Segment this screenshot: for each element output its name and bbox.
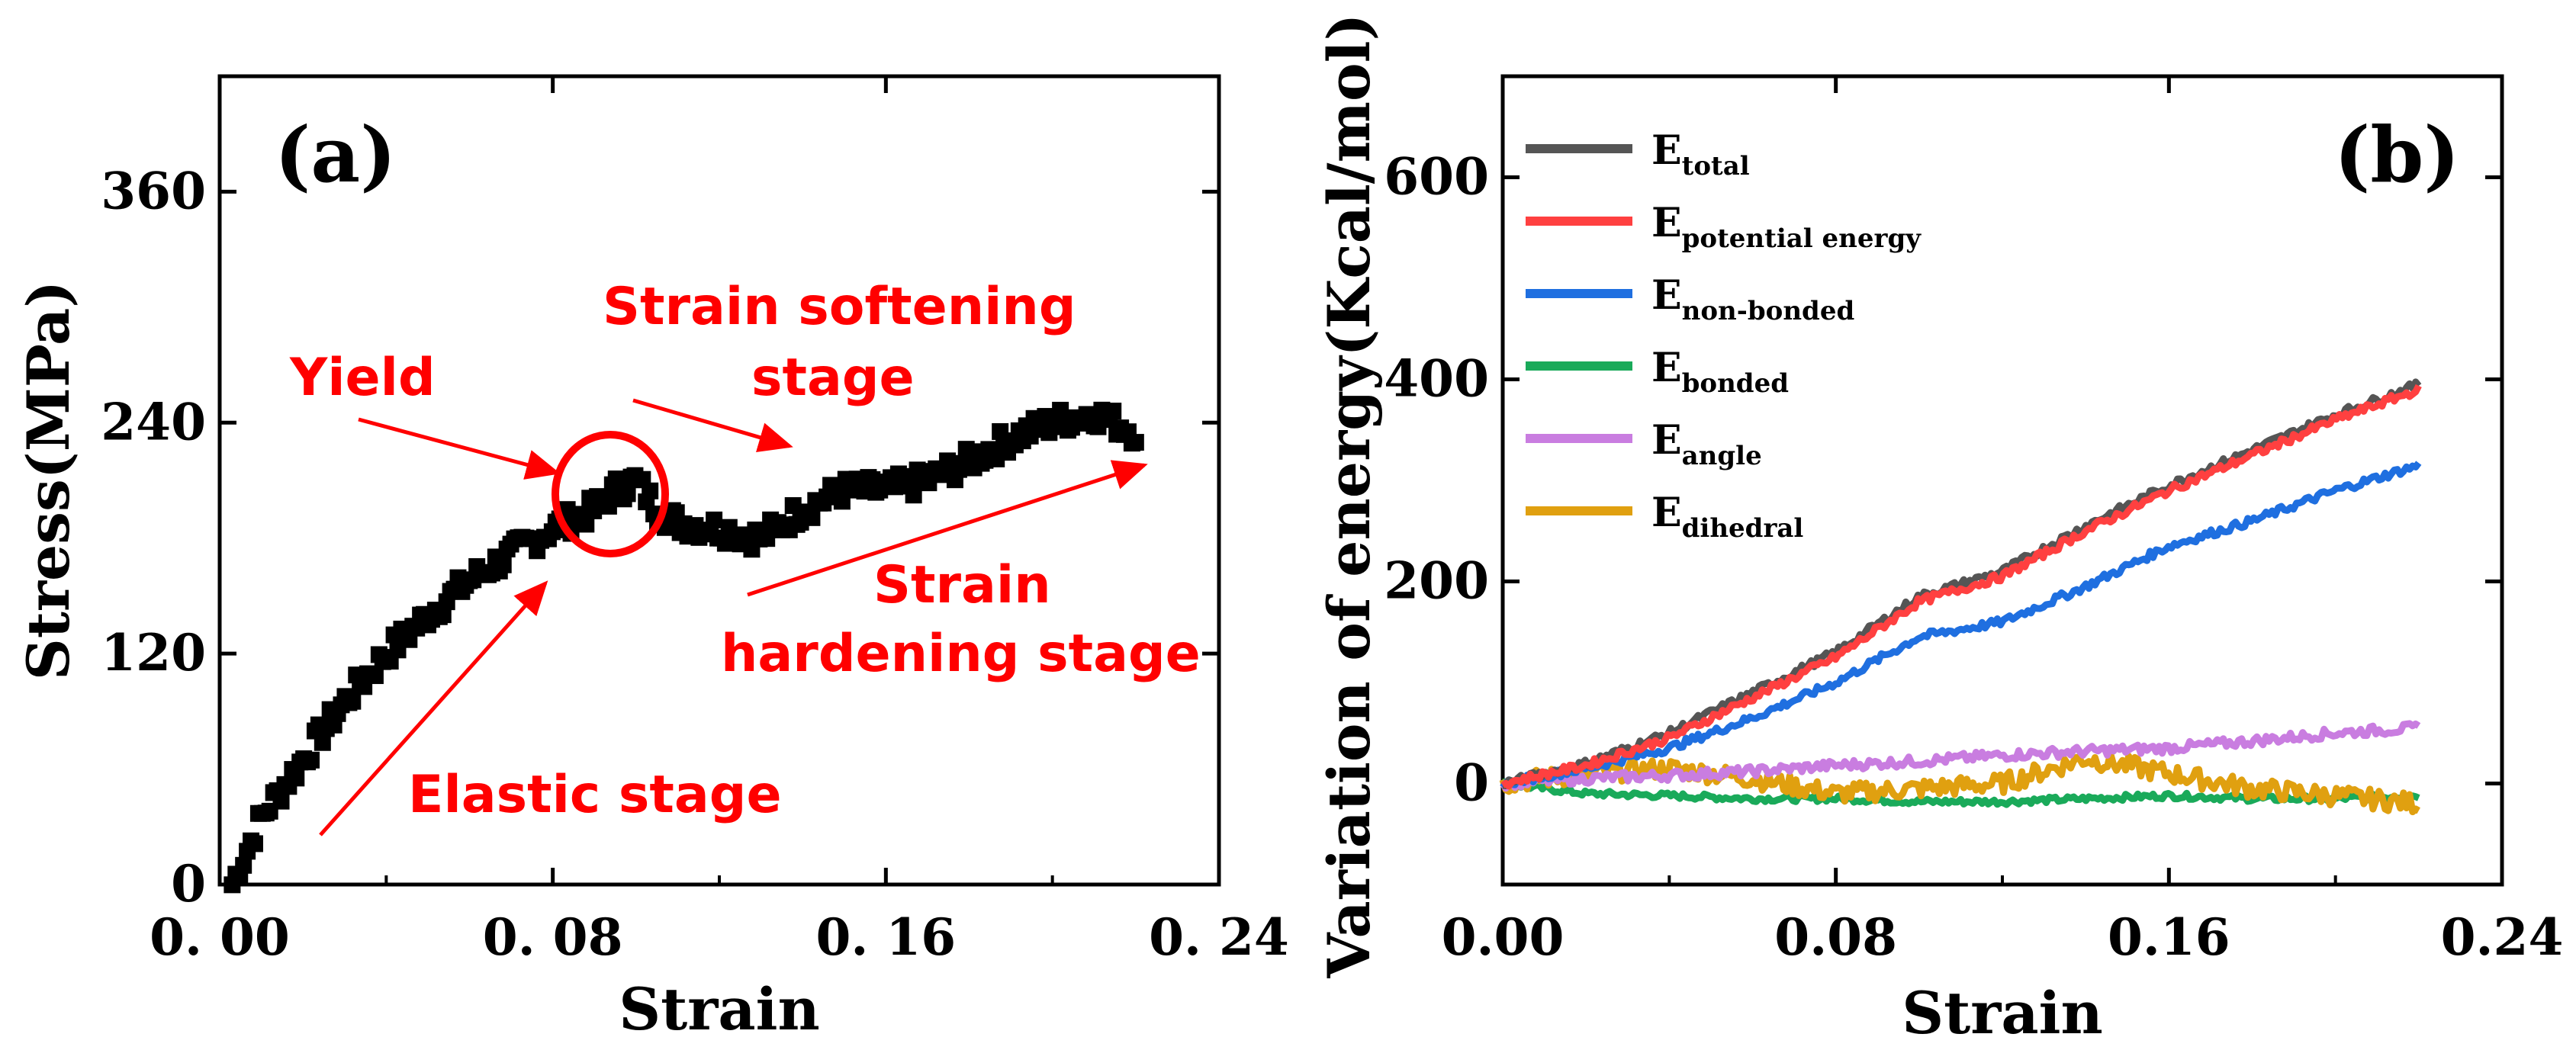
panel-b-xtick-label: 0.00 xyxy=(1442,907,1565,967)
stress-point xyxy=(434,606,452,624)
legend-entry: Eangle xyxy=(1651,417,1762,471)
panel-a-xtick-label: 0. 24 xyxy=(1149,907,1289,967)
stress-point xyxy=(577,515,595,533)
stress-point xyxy=(607,470,625,488)
stress-point xyxy=(619,485,636,503)
panel-b-marks xyxy=(1499,378,2422,816)
panel-b-xtick-label: 0.24 xyxy=(2441,907,2564,967)
stress-point xyxy=(288,769,305,787)
legend-subscript: total xyxy=(1682,151,1750,181)
panel-b-xtick-label: 0.08 xyxy=(1774,907,1897,967)
panel-b-ytick-label: 200 xyxy=(1384,551,1489,611)
legend-entry: Enon-bonded xyxy=(1651,272,1854,326)
annot-hardening-1: Strain xyxy=(873,555,1051,615)
legend-subscript: dihedral xyxy=(1682,513,1804,544)
elastic-arrow xyxy=(319,580,548,836)
panel-a: 0. 00 0. 08 0. 16 0. 24 0 120 240 360 Yield Str… xyxy=(14,74,1289,1043)
stress-point xyxy=(303,751,320,769)
panel-b-ytick-label: 0 xyxy=(1454,753,1489,813)
stress-point xyxy=(1105,403,1122,420)
panel-a-xlabel: Strain xyxy=(619,975,819,1043)
energy-series-total xyxy=(1502,378,2422,789)
yield-arrow xyxy=(358,417,561,480)
stress-point xyxy=(344,692,362,710)
stress-point xyxy=(246,835,263,853)
annot-softening-1: Strain softening xyxy=(603,277,1076,337)
yield-circle xyxy=(552,431,669,557)
legend-entry: Ebonded xyxy=(1651,345,1789,399)
legend-symbol: E xyxy=(1651,345,1682,391)
panel-b-xlabel: Strain xyxy=(1902,979,2102,1047)
panel-b-ytick-label: 600 xyxy=(1384,147,1489,207)
legend-symbol: E xyxy=(1651,200,1682,246)
panel-a-annotations: Yield Strain softening stage Strain hard… xyxy=(289,277,1201,836)
stress-point xyxy=(1127,434,1144,451)
panel-a-xtick-label: 0. 08 xyxy=(483,907,623,967)
panel-b-xtick-label: 0.16 xyxy=(2108,907,2230,967)
legend-entry: Edihedral xyxy=(1651,490,1803,544)
stress-point xyxy=(905,486,922,504)
hardening-arrow xyxy=(747,460,1148,597)
panel-b-ylabel: Variation of energy(Kcal/mol) xyxy=(1315,13,1383,978)
legend-subscript: non-bonded xyxy=(1682,296,1855,326)
stress-point xyxy=(494,556,512,573)
annot-elastic: Elastic stage xyxy=(408,765,782,825)
stress-point xyxy=(235,856,252,874)
panel-a-marks xyxy=(224,401,1144,894)
stress-point xyxy=(366,667,384,685)
panel-a-ticks: 0. 00 0. 08 0. 16 0. 24 0 120 240 360 xyxy=(101,76,1289,967)
legend-subscript: angle xyxy=(1682,441,1762,471)
stress-point xyxy=(642,482,659,499)
softening-arrow xyxy=(632,398,793,452)
legend-symbol: E xyxy=(1651,417,1682,464)
panel-a-ytick-label: 360 xyxy=(101,161,206,220)
legend-symbol: E xyxy=(1651,490,1682,536)
energy-series-non-bonded xyxy=(1500,461,2422,790)
legend-symbol: E xyxy=(1651,127,1682,174)
legend-subscript: potential energy xyxy=(1682,223,1922,254)
energy-series-potential-energy xyxy=(1500,384,2422,790)
annot-softening-2: stage xyxy=(751,348,915,408)
stress-point xyxy=(272,792,290,810)
panel-b-label: (b) xyxy=(2334,110,2460,200)
legend-subscript: bonded xyxy=(1682,368,1789,399)
panel-a-xtick-label: 0. 16 xyxy=(815,907,956,967)
panel-b-ticks: 0.00 0.08 0.16 0.24 0 200 400 600 xyxy=(1384,76,2563,967)
panel-b-ytick-label: 400 xyxy=(1384,349,1489,409)
legend-entry: Epotential energy xyxy=(1651,200,1922,254)
legend-entry: Etotal xyxy=(1651,127,1750,181)
panel-a-label: (a) xyxy=(275,110,396,200)
energy-series-angle xyxy=(1500,720,2421,792)
panel-a-ytick-label: 120 xyxy=(101,623,206,682)
panel-a-xtick-label: 0. 00 xyxy=(150,907,290,967)
stress-point xyxy=(803,509,821,526)
panel-a-ytick-label: 0 xyxy=(171,854,206,914)
stress-point xyxy=(758,530,776,547)
stress-point xyxy=(314,734,331,751)
legend-symbol: E xyxy=(1651,272,1682,319)
panel-a-ylabel: Stress(MPa) xyxy=(14,281,82,680)
annot-hardening-2: hardening stage xyxy=(721,624,1201,684)
annot-yield: Yield xyxy=(289,348,436,408)
panel-a-ytick-label: 240 xyxy=(101,392,206,451)
stress-point xyxy=(706,511,723,528)
